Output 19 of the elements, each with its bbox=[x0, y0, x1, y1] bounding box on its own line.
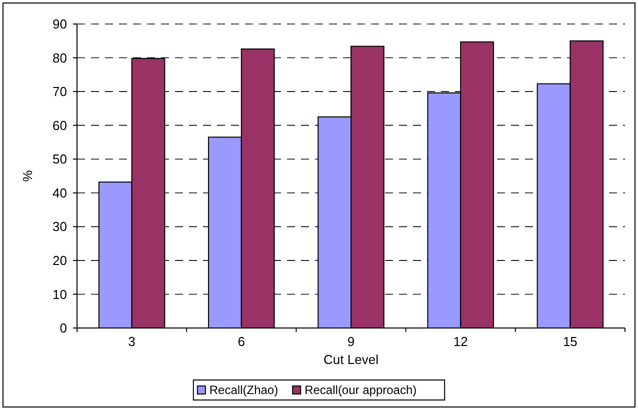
y-tick-label: 60 bbox=[52, 118, 67, 133]
x-tick-label: 15 bbox=[562, 334, 578, 349]
y-axis-title: % bbox=[20, 170, 35, 182]
legend-label: Recall(our approach) bbox=[304, 383, 417, 398]
y-tick-label: 40 bbox=[52, 185, 67, 200]
y-tick-label: 50 bbox=[52, 152, 67, 167]
legend-label: Recall(Zhao) bbox=[209, 383, 278, 398]
x-tick-label: 12 bbox=[453, 334, 468, 349]
x-tick-label: 6 bbox=[238, 334, 246, 349]
y-tick-label: 20 bbox=[52, 252, 67, 268]
x-tick-label: 3 bbox=[128, 334, 136, 349]
y-tick-label: 90 bbox=[52, 16, 67, 32]
y-tick-label: 80 bbox=[52, 50, 67, 66]
y-tick-label: 10 bbox=[52, 286, 67, 302]
y-tick-label: 0 bbox=[60, 320, 67, 336]
x-axis-title: Cut Level bbox=[324, 352, 379, 367]
y-tick-label: 70 bbox=[52, 84, 67, 100]
y-tick-label: 30 bbox=[52, 219, 67, 234]
x-tick-label: 9 bbox=[347, 334, 355, 349]
